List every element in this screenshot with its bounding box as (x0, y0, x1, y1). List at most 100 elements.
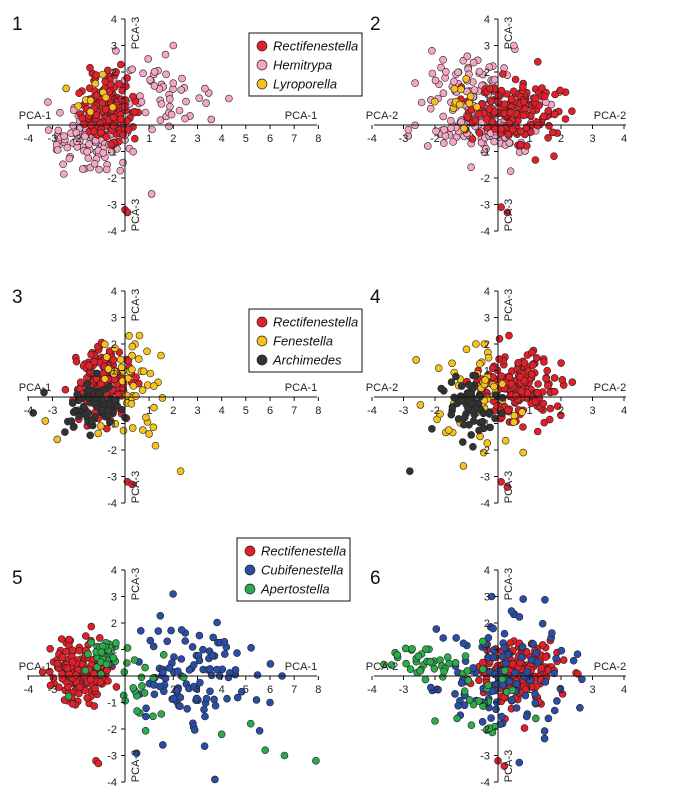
data-point (266, 660, 275, 668)
data-point (557, 359, 565, 367)
data-point (207, 671, 216, 680)
x-tick-label: 6 (267, 405, 273, 417)
x-tick-label: 1 (146, 405, 152, 417)
data-point (58, 653, 67, 662)
data-point (146, 76, 154, 84)
x-tick-label: -2 (430, 684, 440, 696)
x-tick-label: 3 (589, 684, 595, 696)
x-tick-label: 3 (194, 405, 200, 417)
x-tick-label: -3 (399, 684, 409, 696)
data-point (157, 351, 165, 360)
data-point (498, 652, 507, 661)
y-axis-label-top: PCA-3 (130, 568, 142, 600)
data-point (109, 653, 118, 662)
data-point (505, 677, 514, 686)
data-point (520, 724, 529, 732)
data-point (65, 154, 74, 163)
y-tick-label: -1 (107, 147, 117, 159)
data-point (426, 104, 435, 113)
points-panel-5 (38, 590, 320, 784)
data-point (61, 428, 69, 436)
data-point (507, 695, 516, 704)
data-point (452, 634, 461, 642)
data-point (545, 415, 554, 424)
x-tick-label: 6 (267, 133, 273, 145)
y-tick-label: -4 (107, 226, 117, 238)
data-point (53, 146, 62, 154)
data-point (441, 68, 450, 76)
data-point (109, 121, 118, 130)
x-tick-label: -3 (399, 405, 409, 417)
data-point (495, 355, 503, 363)
data-point (551, 90, 559, 99)
data-point (511, 669, 519, 677)
data-point (510, 411, 519, 420)
scatter-panel-3: -4 -3 -2 1 2 3 4 5 6 7 8 -4 -3 -2 -1 1 2 3 4 PCA-1 PCA-1 PCA-… (12, 286, 363, 510)
x-tick-label: 3 (589, 133, 595, 145)
data-point (459, 639, 468, 648)
data-point (443, 653, 452, 662)
points-panel-1 (44, 41, 233, 217)
legend-label: Archimedes (272, 353, 342, 368)
data-point (146, 636, 155, 645)
x-tick-label: 2 (558, 684, 564, 696)
data-point (497, 712, 506, 721)
data-point (106, 418, 114, 427)
data-point (165, 122, 173, 131)
data-point (451, 658, 460, 667)
panel-number: 5 (12, 568, 23, 589)
data-point (457, 679, 466, 687)
data-point (129, 92, 137, 101)
data-point (405, 467, 414, 476)
y-axis-label-bottom: PCA-3 (503, 750, 515, 782)
data-point (150, 382, 158, 390)
data-point (485, 724, 494, 733)
data-point (162, 70, 170, 79)
data-point (478, 717, 487, 726)
data-point (123, 659, 131, 667)
data-point (483, 439, 492, 447)
data-point (489, 653, 498, 662)
data-point (468, 135, 477, 143)
x-tick-label: -4 (23, 684, 33, 696)
data-point (463, 667, 472, 675)
data-point (531, 714, 540, 723)
data-point (224, 673, 233, 682)
data-point (515, 758, 524, 767)
data-point (541, 653, 550, 661)
x-tick-label: 8 (315, 405, 321, 417)
data-point (516, 127, 525, 136)
data-point (488, 118, 497, 126)
data-point (416, 667, 425, 675)
data-point (479, 702, 487, 710)
data-point (44, 98, 52, 106)
x-tick-label: 5 (243, 133, 249, 145)
data-point (561, 115, 570, 123)
data-point (75, 89, 83, 97)
data-point (452, 372, 460, 381)
x-tick-label: 8 (315, 684, 321, 696)
data-point (157, 710, 166, 718)
y-axis-label-bottom: PCA-3 (130, 199, 142, 231)
data-point (138, 386, 147, 394)
panel-number: 2 (370, 14, 381, 35)
data-point (135, 355, 143, 363)
y-tick-label: 1 (484, 366, 490, 378)
data-point (486, 423, 494, 432)
data-point (112, 683, 121, 691)
y-axis-label-bottom: PCA-3 (130, 750, 142, 782)
data-point (517, 653, 526, 661)
y-tick-label: -3 (480, 472, 490, 484)
data-point (190, 661, 198, 669)
y-axis-label-top: PCA-3 (503, 568, 515, 600)
data-point (178, 74, 186, 83)
data-point (422, 645, 430, 654)
data-point (202, 99, 210, 107)
y-tick-label: 2 (111, 339, 117, 351)
data-point (445, 659, 453, 668)
data-point (465, 99, 474, 108)
points-panel-3 (29, 331, 185, 489)
data-point (501, 436, 510, 445)
y-tick-label: 3 (111, 592, 117, 604)
axes-panel-2: -4 -3 -2 1 2 3 4 -4 -3 -2 -1 1 2 3 4 PCA-2 PCA-2 PCA-3 PCA… (366, 14, 627, 238)
